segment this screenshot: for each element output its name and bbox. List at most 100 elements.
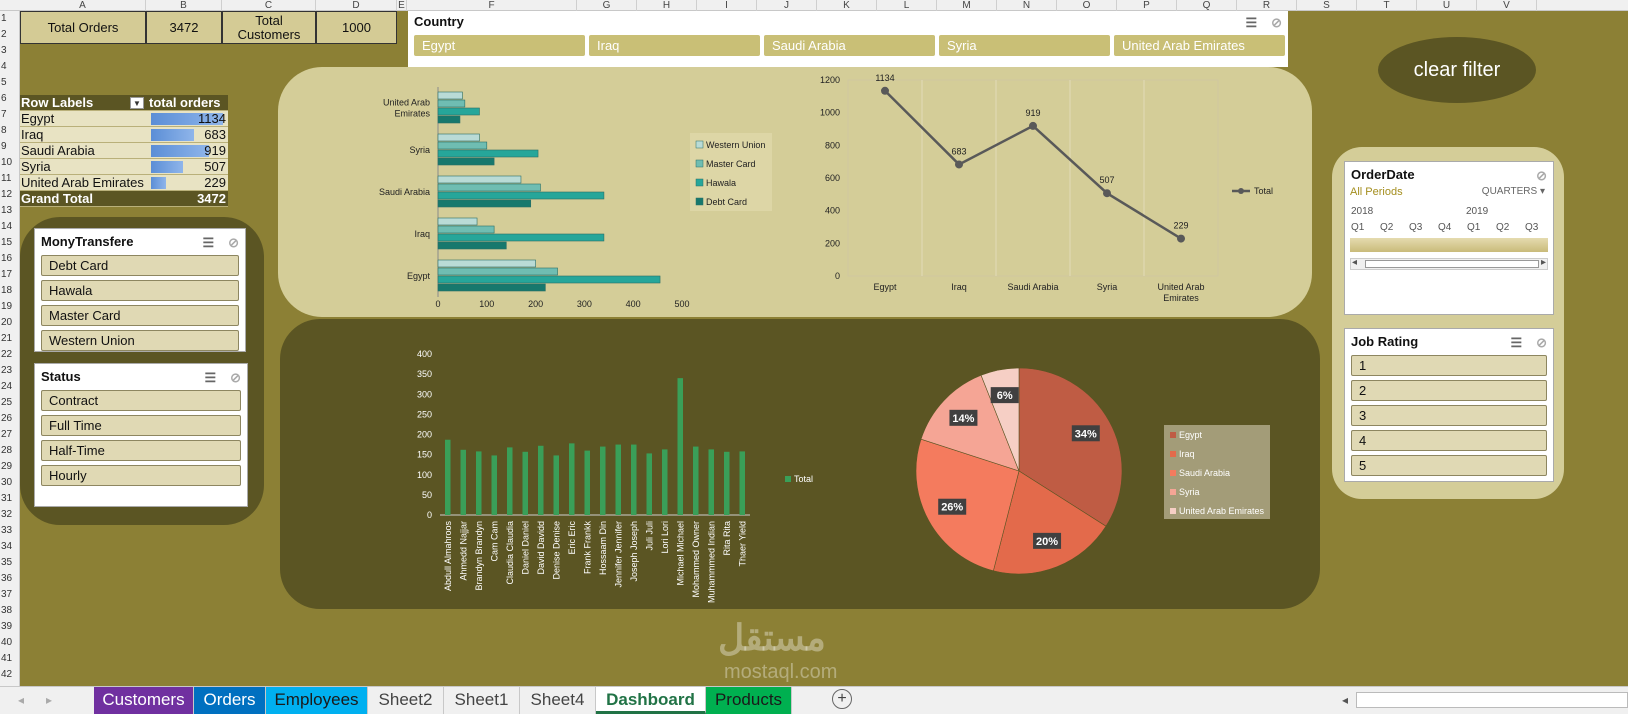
row-header-cell[interactable]: 22: [1, 349, 13, 360]
row-header-cell[interactable]: 24: [1, 381, 13, 392]
column-header-cell[interactable]: L: [877, 0, 937, 11]
status-slicer-item[interactable]: Half-Time: [41, 440, 241, 461]
pie-slice-iraq[interactable]: [993, 470, 1107, 575]
row-header-cell[interactable]: 17: [1, 269, 13, 280]
scroll-left-icon[interactable]: ◂: [1352, 257, 1358, 268]
pivot-row[interactable]: Syria 507: [20, 159, 228, 175]
bar[interactable]: [600, 446, 606, 515]
row-header-cell[interactable]: 34: [1, 541, 13, 552]
row-header-cell[interactable]: 38: [1, 605, 13, 616]
column-header-cell[interactable]: E: [397, 0, 407, 11]
country-slicer-item[interactable]: Egypt: [414, 35, 585, 56]
tab-products[interactable]: Products: [706, 687, 792, 714]
clear-filter-icon[interactable]: ⊘: [228, 235, 239, 250]
bar-master-card[interactable]: [437, 267, 558, 276]
bar-debt-card[interactable]: [437, 115, 461, 124]
clear-filter-button[interactable]: clear filter: [1378, 37, 1536, 103]
tab-sheet1[interactable]: Sheet1: [444, 687, 520, 714]
quarter-label[interactable]: Q3: [1409, 222, 1423, 233]
timeline-selection-bar[interactable]: [1350, 238, 1548, 252]
pivot-row[interactable]: United Arab Emirates 229: [20, 175, 228, 191]
row-header-cell[interactable]: 33: [1, 525, 13, 536]
quarter-label[interactable]: Q4: [1438, 222, 1452, 233]
row-header-cell[interactable]: 28: [1, 445, 13, 456]
tab-dashboard[interactable]: Dashboard: [596, 687, 706, 714]
pie-slice-egypt[interactable]: [1018, 367, 1123, 527]
bar-debt-card[interactable]: [437, 199, 532, 208]
job-rating-item[interactable]: 3: [1351, 405, 1547, 426]
row-header-cell[interactable]: 2: [1, 29, 7, 40]
status-slicer-item[interactable]: Full Time: [41, 415, 241, 436]
money-slicer-item[interactable]: Master Card: [41, 305, 239, 326]
job-rating-item[interactable]: 5: [1351, 455, 1547, 476]
bar-western-union[interactable]: [437, 91, 463, 100]
bar-western-union[interactable]: [437, 259, 536, 268]
time-level-dropdown[interactable]: QUARTERS ▾: [1481, 186, 1545, 197]
bar[interactable]: [522, 451, 529, 515]
bar-debt-card[interactable]: [437, 283, 546, 292]
bar-hawala[interactable]: [437, 149, 539, 158]
clear-filter-icon[interactable]: ⊘: [1536, 168, 1547, 183]
country-share-pie-chart[interactable]: 34% 20% 26% 14% 6% Egypt Iraq Saudi Arabia Syria…: [900, 319, 1320, 609]
row-header-cell[interactable]: 16: [1, 253, 13, 264]
multi-select-icon[interactable]: ☰: [204, 370, 217, 385]
money-slicer-item[interactable]: Hawala: [41, 280, 239, 301]
total-customers-label[interactable]: Total Customers: [222, 11, 316, 44]
multi-select-icon[interactable]: ☰: [1510, 335, 1523, 350]
bar-hawala[interactable]: [437, 107, 480, 116]
row-header-cell[interactable]: 36: [1, 573, 13, 584]
column-header-cell[interactable]: A: [20, 0, 146, 11]
row-header-cell[interactable]: 13: [1, 205, 13, 216]
employee-orders-bar-chart[interactable]: 0 50 100 150 200 250 300 350 400 Abdull Almahroos…: [400, 319, 960, 609]
bar-master-card[interactable]: [437, 225, 495, 234]
horizontal-scrollbar[interactable]: [1356, 692, 1628, 708]
status-slicer-item[interactable]: Contract: [41, 390, 241, 411]
total-orders-label[interactable]: Total Orders: [20, 11, 146, 44]
row-header-cell[interactable]: 6: [1, 93, 7, 104]
tab-scroll-left-icon[interactable]: ◂: [18, 693, 25, 707]
pivot-row[interactable]: Egypt 1134: [20, 111, 228, 127]
column-header-cell[interactable]: C: [222, 0, 316, 11]
country-slicer[interactable]: Country ☰ ⊘ Egypt Iraq Saudi Arabia Syria Un…: [408, 11, 1288, 67]
pivot-row[interactable]: Saudi Arabia 919: [20, 143, 228, 159]
pivot-row[interactable]: Iraq 683: [20, 127, 228, 143]
job-rating-item[interactable]: 4: [1351, 430, 1547, 451]
bar[interactable]: [646, 453, 653, 515]
row-header-cell[interactable]: 32: [1, 509, 13, 520]
bar-master-card[interactable]: [437, 183, 541, 192]
bar[interactable]: [693, 446, 699, 515]
row-header-cell[interactable]: 15: [1, 237, 13, 248]
column-header-cell[interactable]: K: [817, 0, 877, 11]
row-header-cell[interactable]: 3: [1, 45, 7, 56]
bar[interactable]: [708, 449, 715, 515]
row-header-cell[interactable]: 7: [1, 109, 7, 120]
data-point[interactable]: [1177, 234, 1185, 243]
column-header-cell[interactable]: R: [1237, 0, 1297, 11]
data-point[interactable]: [1029, 121, 1037, 130]
bar-master-card[interactable]: [437, 141, 488, 150]
bar[interactable]: [491, 455, 498, 515]
order-date-timeline[interactable]: OrderDate ⊘ All Periods QUARTERS ▾ 2018 …: [1344, 161, 1554, 315]
row-header-cell[interactable]: 39: [1, 621, 13, 632]
bar-hawala[interactable]: [437, 191, 605, 200]
status-slicer-item[interactable]: Hourly: [41, 465, 241, 486]
column-header-cell[interactable]: G: [577, 0, 637, 11]
row-header-cell[interactable]: 19: [1, 301, 13, 312]
data-point[interactable]: [881, 86, 889, 95]
row-header-cell[interactable]: 5: [1, 77, 7, 88]
row-header-cell[interactable]: 11: [1, 173, 12, 184]
bar[interactable]: [460, 449, 467, 515]
row-header-cell[interactable]: 21: [1, 333, 13, 344]
column-header-cell[interactable]: Q: [1177, 0, 1237, 11]
total-orders-value[interactable]: 3472: [146, 11, 222, 44]
bar-western-union[interactable]: [437, 217, 478, 226]
horizontal-scroll-left-icon[interactable]: ◂: [1342, 693, 1349, 707]
column-header-cell[interactable]: P: [1117, 0, 1177, 11]
country-slicer-item[interactable]: Saudi Arabia: [764, 35, 935, 56]
bar-western-union[interactable]: [437, 175, 522, 184]
bar[interactable]: [569, 443, 575, 515]
bar[interactable]: [445, 439, 451, 515]
data-point[interactable]: [1103, 189, 1111, 198]
bar[interactable]: [507, 447, 513, 515]
row-header-cell[interactable]: 30: [1, 477, 13, 488]
